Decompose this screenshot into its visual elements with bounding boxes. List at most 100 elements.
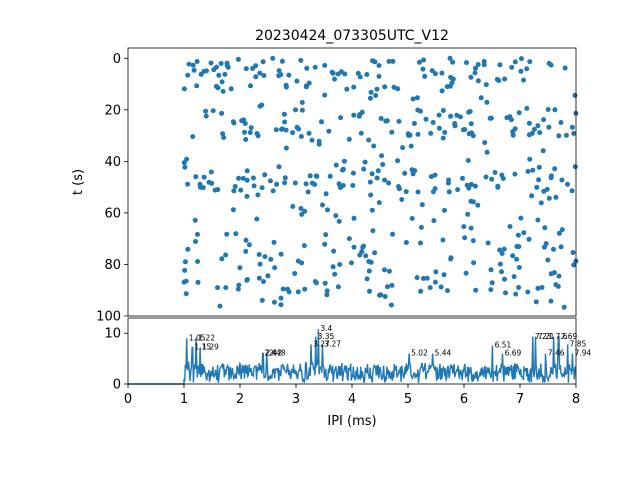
scatter-point	[409, 216, 415, 221]
scatter-point	[500, 176, 506, 181]
ipi-peak-annotations: 1.051.151.221.29 2.422.42.48 3.273.353.4 3.…	[189, 324, 592, 357]
scatter-point	[499, 251, 505, 256]
scatter-point	[438, 284, 444, 290]
scatter-point	[545, 107, 551, 112]
scatter-point	[243, 137, 249, 142]
scatter-point	[244, 168, 250, 174]
ipi-x-tick-label: 1	[180, 392, 188, 407]
ipi-x-axis-label: IPI (ms)	[327, 414, 376, 429]
scatter-point	[524, 66, 530, 72]
scatter-point	[362, 159, 368, 165]
scatter-point	[215, 285, 220, 291]
scatter-point	[418, 108, 423, 114]
scatter-point	[462, 127, 468, 132]
scatter-point	[562, 65, 568, 71]
scatter-point	[278, 302, 284, 308]
scatter-point	[375, 168, 381, 174]
scatter-point	[430, 189, 436, 195]
scatter-point	[181, 86, 187, 92]
scatter-point	[483, 174, 489, 180]
scatter-y-tick-label: 20	[104, 103, 121, 118]
scatter-point	[418, 224, 424, 230]
scatter-point	[190, 62, 196, 68]
ipi-peak-label: 5.44	[435, 349, 452, 358]
scatter-point	[224, 231, 230, 237]
scatter-point	[254, 216, 260, 222]
scatter-point	[546, 124, 552, 130]
scatter-point	[415, 131, 421, 137]
ipi-x-tick-label: 3	[292, 392, 300, 407]
scatter-point	[406, 132, 412, 138]
scatter-point	[240, 175, 246, 181]
scatter-point	[279, 58, 285, 64]
scatter-point	[415, 189, 421, 195]
scatter-point	[541, 117, 547, 123]
scatter-point	[312, 64, 318, 70]
scatter-point	[185, 72, 191, 78]
scatter-point	[534, 184, 540, 190]
scatter-point	[382, 84, 388, 90]
scatter-point	[203, 108, 209, 114]
scatter-point	[257, 261, 263, 267]
scatter-point	[464, 182, 470, 188]
scatter-point	[242, 121, 248, 126]
scatter-point	[219, 110, 225, 116]
scatter-point	[465, 211, 471, 217]
scatter-point	[212, 187, 218, 193]
scatter-point	[181, 160, 187, 166]
scatter-point	[182, 164, 188, 170]
scatter-point	[220, 88, 226, 94]
scatter-point	[565, 181, 570, 187]
scatter-point	[516, 265, 522, 270]
scatter-point	[341, 158, 347, 164]
scatter-point	[192, 217, 198, 223]
scatter-point	[400, 145, 406, 151]
scatter-point	[516, 285, 522, 290]
scatter-point	[537, 130, 543, 136]
scatter-point	[423, 116, 429, 122]
scatter-point	[484, 99, 490, 105]
scatter-point	[243, 248, 249, 254]
scatter-point	[403, 189, 409, 195]
scatter-point	[418, 288, 424, 294]
scatter-point	[364, 72, 370, 77]
scatter-point	[448, 256, 454, 262]
scatter-point	[529, 130, 535, 136]
scatter-y-tick-label: 40	[104, 155, 121, 170]
scatter-point	[324, 288, 330, 294]
scatter-point	[306, 130, 312, 136]
scatter-point	[461, 224, 467, 230]
scatter-point	[366, 268, 372, 274]
scatter-point	[525, 168, 531, 174]
scatter-point	[270, 188, 276, 194]
scatter-y-tick-label: 0	[113, 52, 121, 67]
scatter-point	[270, 55, 276, 61]
scatter-point	[539, 285, 545, 290]
scatter-point	[239, 118, 245, 124]
scatter-point	[457, 114, 463, 120]
scatter-point	[344, 86, 350, 92]
scatter-point	[417, 59, 422, 65]
scatter-point	[220, 131, 226, 137]
scatter-point	[351, 215, 357, 221]
scatter-point	[558, 244, 564, 250]
scatter-point	[243, 66, 249, 72]
scatter-point	[466, 109, 472, 115]
scatter-point	[548, 298, 554, 304]
scatter-point	[383, 118, 389, 124]
scatter-point	[521, 230, 527, 236]
scatter-point	[236, 175, 242, 181]
scatter-point	[279, 126, 285, 132]
scatter-point	[373, 93, 379, 98]
scatter-point	[190, 134, 196, 140]
scatter-point	[432, 71, 438, 77]
scatter-point	[305, 189, 311, 195]
scatter-point	[475, 62, 481, 67]
scatter-point	[452, 123, 458, 129]
scatter-point	[470, 199, 476, 205]
scatter-point	[244, 193, 250, 199]
scatter-point	[228, 86, 234, 92]
scatter-point	[442, 129, 448, 135]
ipi-x-tick-label: 6	[460, 392, 468, 407]
scatter-point	[558, 120, 564, 125]
